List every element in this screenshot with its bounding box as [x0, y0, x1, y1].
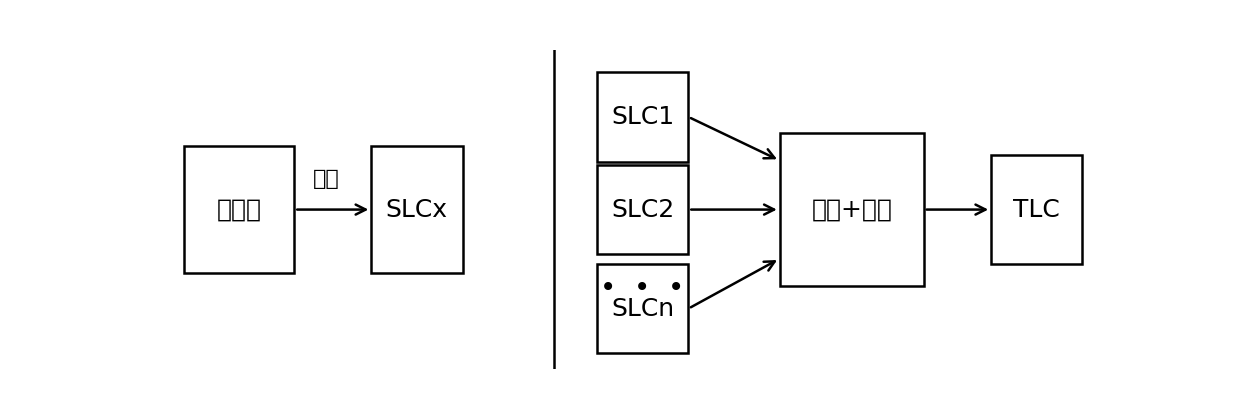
FancyBboxPatch shape [596, 165, 688, 254]
FancyBboxPatch shape [596, 72, 688, 161]
Text: TLC: TLC [1013, 198, 1060, 222]
Text: SLC1: SLC1 [611, 105, 675, 129]
FancyBboxPatch shape [184, 146, 294, 273]
FancyBboxPatch shape [780, 133, 924, 286]
FancyBboxPatch shape [991, 155, 1083, 264]
Text: SLCx: SLCx [386, 198, 448, 222]
Text: SLC2: SLC2 [611, 198, 675, 222]
Text: 主控端: 主控端 [217, 198, 262, 222]
FancyBboxPatch shape [371, 146, 463, 273]
Text: SLCn: SLCn [611, 297, 675, 321]
Text: 写入: 写入 [312, 169, 340, 189]
Text: 比较+排序: 比较+排序 [811, 198, 892, 222]
FancyBboxPatch shape [596, 264, 688, 354]
Text: •  •  •: • • • [600, 274, 684, 302]
